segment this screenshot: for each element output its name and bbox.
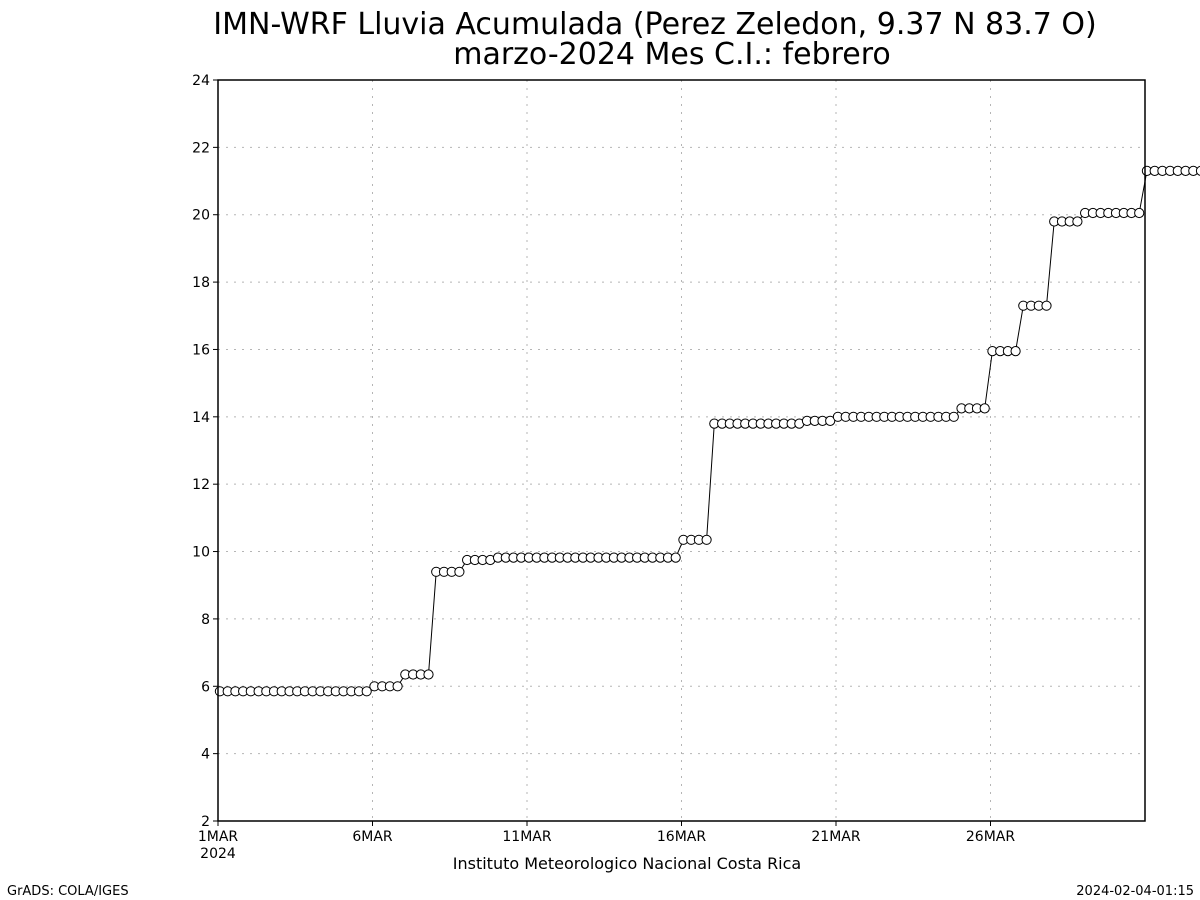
- x-tick-label: 11MAR: [502, 829, 551, 845]
- data-point: [1010, 346, 1021, 357]
- y-tick-label: 18: [192, 275, 210, 291]
- data-point: [1134, 207, 1145, 219]
- y-tick-label: 6: [201, 679, 210, 695]
- y-tick-label: 4: [201, 747, 210, 763]
- x-axis-label: Instituto Meteorologico Nacional Costa R…: [453, 854, 801, 873]
- grid-lines: [218, 80, 1145, 821]
- footer-timestamp: 2024-02-04-01:15: [1076, 884, 1194, 899]
- data-point: [1041, 300, 1052, 311]
- y-tick-label: 20: [192, 208, 210, 224]
- plot-frame: [217, 79, 1146, 822]
- x-tick-year-label: 2024: [200, 846, 236, 862]
- series-line: [219, 170, 1200, 692]
- data-point: [392, 681, 403, 692]
- data-point: [361, 686, 372, 697]
- x-tick-label: 6MAR: [352, 829, 393, 845]
- y-tick-label: 16: [192, 342, 210, 358]
- y-tick-label: 8: [201, 612, 210, 628]
- data-point: [423, 669, 434, 680]
- data-point: [670, 552, 681, 563]
- series-rainfall: [214, 165, 1200, 697]
- x-tick-label: 21MAR: [811, 829, 860, 845]
- footer-credit: GrADS: COLA/IGES: [7, 884, 129, 899]
- data-point: [454, 566, 465, 577]
- data-point: [825, 415, 836, 426]
- y-tick-label: 24: [192, 73, 210, 89]
- x-tick-label: 16MAR: [657, 829, 706, 845]
- y-tick-label: 10: [192, 545, 210, 561]
- data-point: [948, 411, 959, 422]
- chart-subtitle: marzo-2024 Mes C.I.: febrero: [453, 37, 891, 72]
- data-point: [1072, 216, 1083, 227]
- y-tick-label: 22: [192, 140, 210, 156]
- x-tick-label: 26MAR: [966, 829, 1015, 845]
- y-tick-label: 14: [192, 410, 210, 426]
- chart-title: IMN-WRF Lluvia Acumulada (Perez Zeledon,…: [213, 7, 1096, 42]
- data-point: [1195, 165, 1200, 176]
- y-tick-label: 2: [201, 814, 210, 830]
- data-point: [701, 534, 712, 545]
- y-tick-label: 12: [192, 477, 210, 493]
- data-point: [979, 403, 990, 414]
- x-tick-label: 1MAR: [198, 829, 239, 845]
